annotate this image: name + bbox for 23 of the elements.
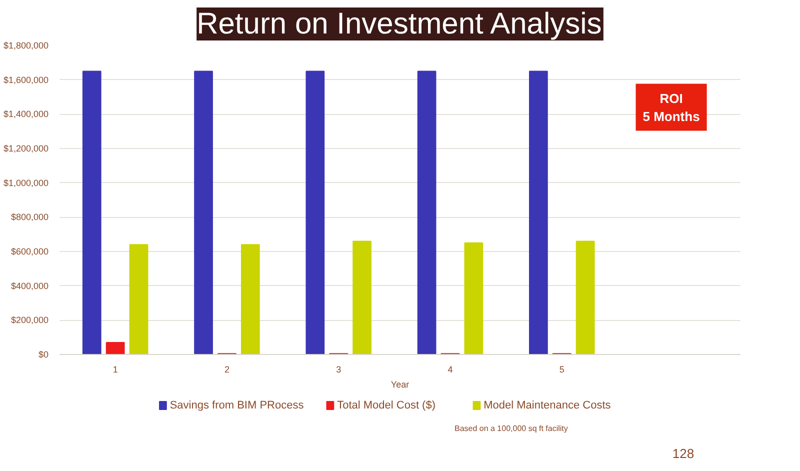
legend-label: Total Model Cost ($): [337, 400, 436, 412]
y-tick-label: $1,600,000: [3, 74, 49, 85]
y-tick-label: $600,000: [10, 246, 49, 256]
y-tick-label: $1,200,000: [3, 144, 49, 154]
y-tick-label: $1,000,000: [3, 178, 49, 188]
x-axis-title: Year: [390, 380, 410, 390]
x-tick-label: 3: [336, 364, 342, 374]
y-tick-label: $400,000: [10, 280, 49, 291]
y-tick-label: $0: [38, 350, 49, 360]
legend-label: Model Maintenance Costs: [484, 400, 612, 412]
text: 128: [672, 446, 694, 462]
y-tick-label: $800,000: [10, 212, 49, 222]
y-tick-label: $200,000: [10, 315, 49, 326]
y-tick-label: $1,800,000: [3, 40, 49, 50]
x-tick-label: 5: [559, 364, 564, 374]
y-tick-label: $1,400,000: [3, 109, 49, 120]
text: Based on a 100,000 sq ft facility: [454, 424, 568, 433]
chart-title: Return on Investment Analysis: [196, 8, 602, 40]
x-tick-label: 1: [112, 364, 118, 374]
x-tick-label: 2: [224, 364, 230, 374]
text: ROI 5 Months: [642, 90, 700, 124]
x-tick-label: 4: [448, 364, 453, 374]
legend-label: Savings from BIM PRocess: [170, 400, 304, 412]
